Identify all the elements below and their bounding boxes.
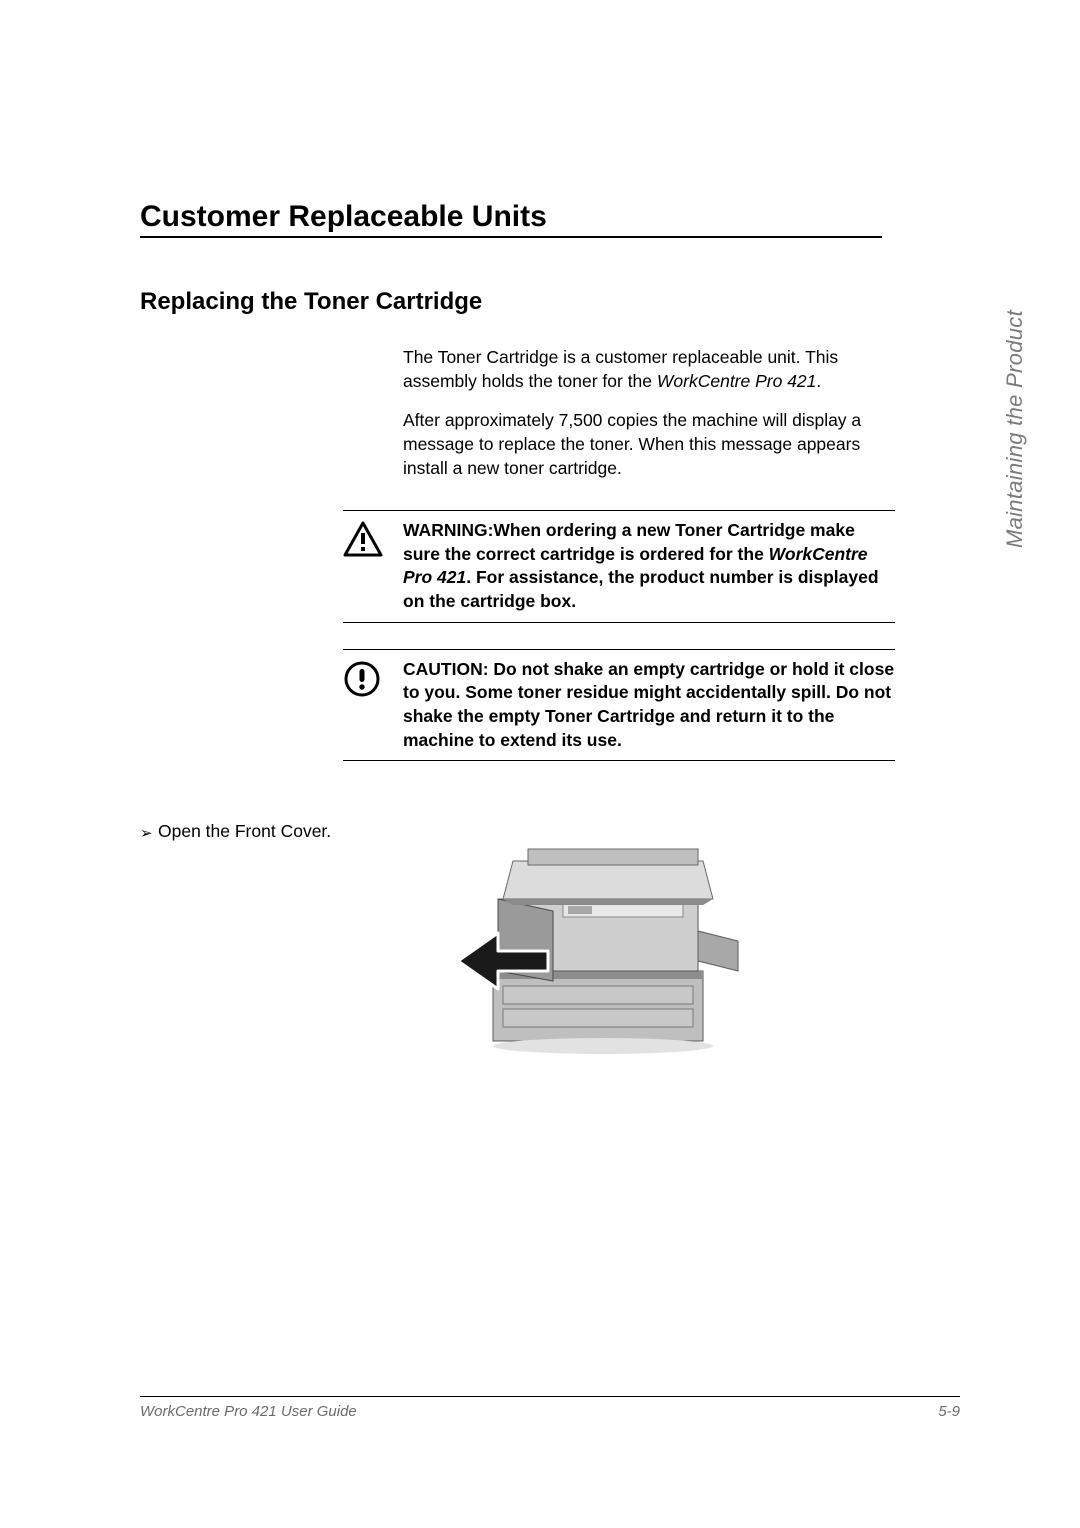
section-side-label: Maintaining the Product (1002, 310, 1028, 548)
page: Maintaining the Product Customer Replace… (0, 0, 1080, 1528)
warning-text: WARNING:When ordering a new Toner Cartri… (391, 519, 895, 614)
caution-callout: CAUTION: Do not shake an empty cartridge… (343, 649, 895, 762)
footer-guide-title: WorkCentre Pro 421 User Guide (140, 1403, 357, 1420)
step-bullet-icon: ➢ (140, 821, 158, 844)
warning-t2: . For assistance, the product number is … (403, 567, 879, 611)
caution-icon (343, 658, 391, 698)
warning-label: WARNING: (403, 520, 493, 540)
step-1-text: ➢ Open the Front Cover. (140, 821, 403, 844)
caution-label: CAUTION: (403, 659, 489, 679)
warning-callout: WARNING:When ordering a new Toner Cartri… (343, 510, 895, 623)
intro-paragraph-1: The Toner Cartridge is a customer replac… (403, 346, 883, 393)
step-1-label: Open the Front Cover. (158, 821, 403, 842)
callouts: WARNING:When ordering a new Toner Cartri… (343, 510, 895, 761)
caution-text: CAUTION: Do not shake an empty cartridge… (391, 658, 895, 753)
heading-replacing-toner-cartridge: Replacing the Toner Cartridge (140, 288, 960, 316)
printer-illustration (403, 821, 753, 1061)
intro-product-name: WorkCentre Pro 421 (657, 371, 817, 391)
intro-text-block: The Toner Cartridge is a customer replac… (403, 346, 883, 480)
intro-p1-c: . (816, 371, 821, 391)
step-1: ➢ Open the Front Cover. (140, 821, 960, 1061)
page-footer: WorkCentre Pro 421 User Guide 5-9 (140, 1396, 960, 1420)
intro-paragraph-2: After approximately 7,500 copies the mac… (403, 409, 883, 480)
warning-icon (343, 519, 391, 557)
footer-page-number: 5-9 (938, 1403, 960, 1420)
heading-customer-replaceable-units: Customer Replaceable Units (140, 200, 882, 238)
